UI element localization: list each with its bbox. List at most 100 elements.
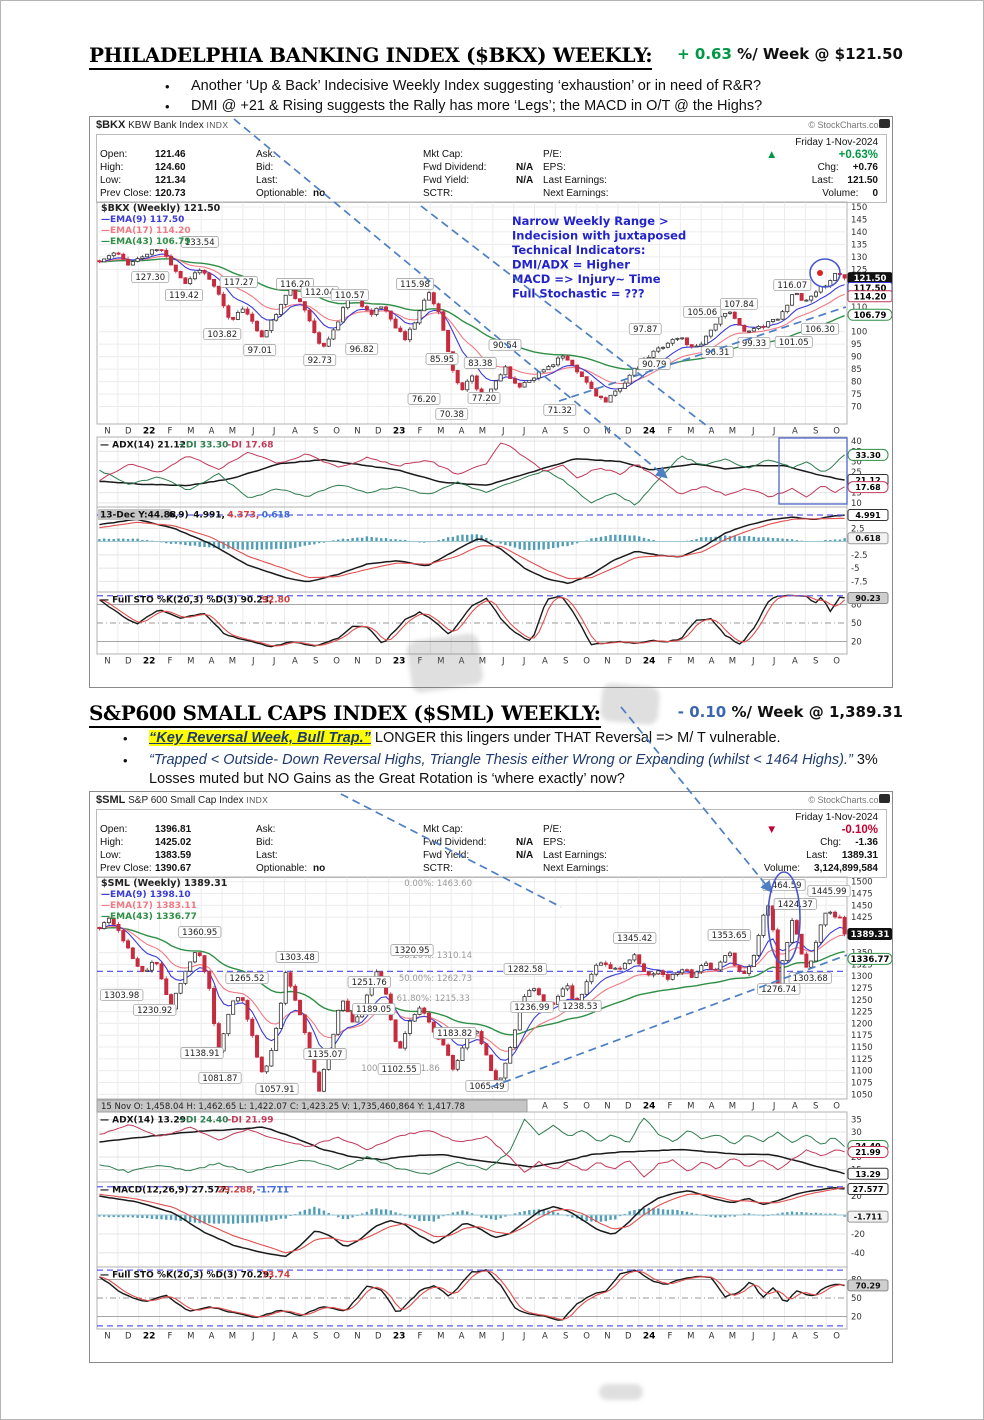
section2-title-row: S&P600 SMALL CAPS INDEX ($SML) WEEKLY: -… — [89, 701, 903, 728]
month-label: N — [354, 1332, 360, 1342]
ema-legend: —EMA(17) 1383.11 — [101, 901, 197, 911]
svg-text:1265.52: 1265.52 — [229, 974, 264, 984]
month-label: 22 — [143, 1332, 156, 1342]
section1-change-suffix: %/ Week @ $121.50 — [731, 45, 903, 63]
svg-text:1276.74: 1276.74 — [761, 985, 796, 995]
change-pct-value: +0.63% — [838, 149, 878, 161]
chart-header: $SML S&P 600 Small Cap Index INDX © Stock… — [96, 794, 886, 808]
section1-change-pct: + 0.63 — [677, 45, 732, 63]
section2-change-pct: - 0.10 — [677, 703, 727, 721]
month-label: A — [459, 657, 465, 667]
svg-text:106.79: 106.79 — [854, 311, 887, 321]
month-label: M — [437, 657, 444, 667]
section2-bullet1-quote: “Key Reversal Week, Bull Trap.” — [149, 730, 371, 746]
crosshair-tooltip-text: 15 Nov O: 1,458.04 H: 1,462.65 L: 1,422.… — [101, 1102, 465, 1112]
month-label: S — [313, 1332, 318, 1342]
month-label: J — [772, 1102, 776, 1112]
month-label: 22 — [143, 427, 156, 437]
month-label: M — [187, 657, 194, 667]
chart-canvas: 0.00%: 1463.60 38.20%: 1310.14 50.00%: 126… — [96, 876, 892, 1342]
y-tick: 40 — [851, 437, 862, 447]
ema-legend: —EMA(9) 117.50 — [101, 215, 184, 225]
quote-row: Chg: +0.76 — [818, 162, 878, 173]
fib-label: 38.20%: 1310.14 — [399, 951, 472, 961]
svg-text:1189.05: 1189.05 — [356, 1005, 391, 1015]
month-label: M — [687, 1102, 694, 1112]
month-label: A — [542, 657, 548, 667]
y-tick: 1500 — [851, 878, 873, 888]
section1-title: PHILADELPHIA BANKING INDEX ($BKX) WEEKLY… — [89, 43, 653, 70]
y-tick: 90 — [851, 353, 862, 363]
y-tick: 1325 — [851, 960, 873, 970]
print-icon[interactable] — [879, 119, 890, 128]
y-tick: 1300 — [851, 972, 873, 982]
svg-text:133.54: 133.54 — [185, 238, 215, 248]
svg-text:83.38: 83.38 — [468, 359, 492, 369]
quote-row-label: Last: — [806, 850, 828, 861]
svg-text:1230.92: 1230.92 — [137, 1006, 172, 1016]
y-tick: 15 — [851, 489, 862, 499]
y-tick: 20 — [851, 1192, 862, 1202]
month-label: J — [522, 427, 526, 437]
month-label: M — [229, 1332, 236, 1342]
y-tick: 50 — [851, 1294, 862, 1304]
quote-row-value: -1.36 — [855, 837, 878, 848]
svg-text:106.30: 106.30 — [805, 325, 835, 335]
month-label: A — [209, 427, 215, 437]
month-label: N — [104, 427, 110, 437]
svg-text:21.12: 21.12 — [855, 476, 880, 485]
info-label: Bid: — [256, 837, 274, 848]
info-value: 124.60 — [155, 162, 186, 173]
svg-text:115.98: 115.98 — [400, 280, 430, 290]
chart-header: $BKX KBW Bank Index INDX © StockCharts.co… — [96, 119, 886, 133]
month-label: F — [417, 657, 422, 667]
y-tick: 1175 — [851, 1031, 873, 1041]
svg-text:70.29: 70.29 — [855, 1281, 881, 1290]
value-box — [847, 1146, 889, 1159]
svg-text:21.99: 21.99 — [855, 1148, 881, 1157]
print-icon[interactable] — [879, 794, 890, 803]
indicator-line — [99, 1126, 845, 1175]
info-value: 121.34 — [155, 175, 186, 186]
y-tick: 100 — [851, 328, 867, 338]
month-label: N — [104, 1332, 110, 1342]
y-tick: 10 — [851, 499, 862, 509]
svg-text:90.79: 90.79 — [642, 360, 666, 370]
month-label: A — [709, 427, 715, 437]
panel-label-part: — ADX(14) 13.29 — [100, 1116, 186, 1126]
quote-row-value: 1389.31 — [841, 850, 878, 861]
annotation-note-line: Full Stochastic = ??? — [512, 287, 645, 301]
svg-text:92.73: 92.73 — [308, 356, 332, 366]
change-percent: ▲ +0.63% — [766, 149, 878, 161]
chart-name: KBW Bank Index — [125, 120, 207, 131]
month-label: F — [667, 427, 672, 437]
month-label: J — [501, 427, 505, 437]
month-label: 24 — [643, 427, 656, 437]
month-label: F — [167, 427, 172, 437]
value-box — [847, 448, 889, 461]
info-label: Open: — [100, 824, 128, 835]
svg-text:1102.55: 1102.55 — [382, 1065, 417, 1075]
panel-label-part: 92.80 — [262, 596, 290, 606]
section1-bullet-1: Another ‘Up & Back’ Indecisive Weekly In… — [165, 77, 761, 96]
change-arrow-icon: ▲ — [766, 149, 778, 161]
y-tick: 1275 — [851, 984, 873, 994]
ema-legend: —EMA(9) 1398.10 — [101, 890, 191, 900]
svg-text:116.07: 116.07 — [777, 281, 807, 291]
y-tick: 95 — [851, 340, 862, 350]
svg-text:117.27: 117.27 — [224, 278, 254, 288]
info-label: Low: — [100, 175, 122, 186]
month-label: O — [833, 427, 840, 437]
month-label: J — [751, 1332, 755, 1342]
month-label: 23 — [393, 427, 406, 437]
month-label: J — [501, 1332, 505, 1342]
y-tick: 1450 — [851, 901, 873, 911]
quote-row-label: Volume: — [822, 188, 859, 199]
month-label: J — [522, 657, 526, 667]
month-label: J — [251, 1332, 255, 1342]
y-tick: 145 — [851, 215, 867, 225]
y-tick: 80 — [851, 600, 862, 610]
info-value: no — [313, 863, 326, 874]
month-label: D — [125, 1332, 132, 1342]
month-label: J — [522, 1332, 526, 1342]
